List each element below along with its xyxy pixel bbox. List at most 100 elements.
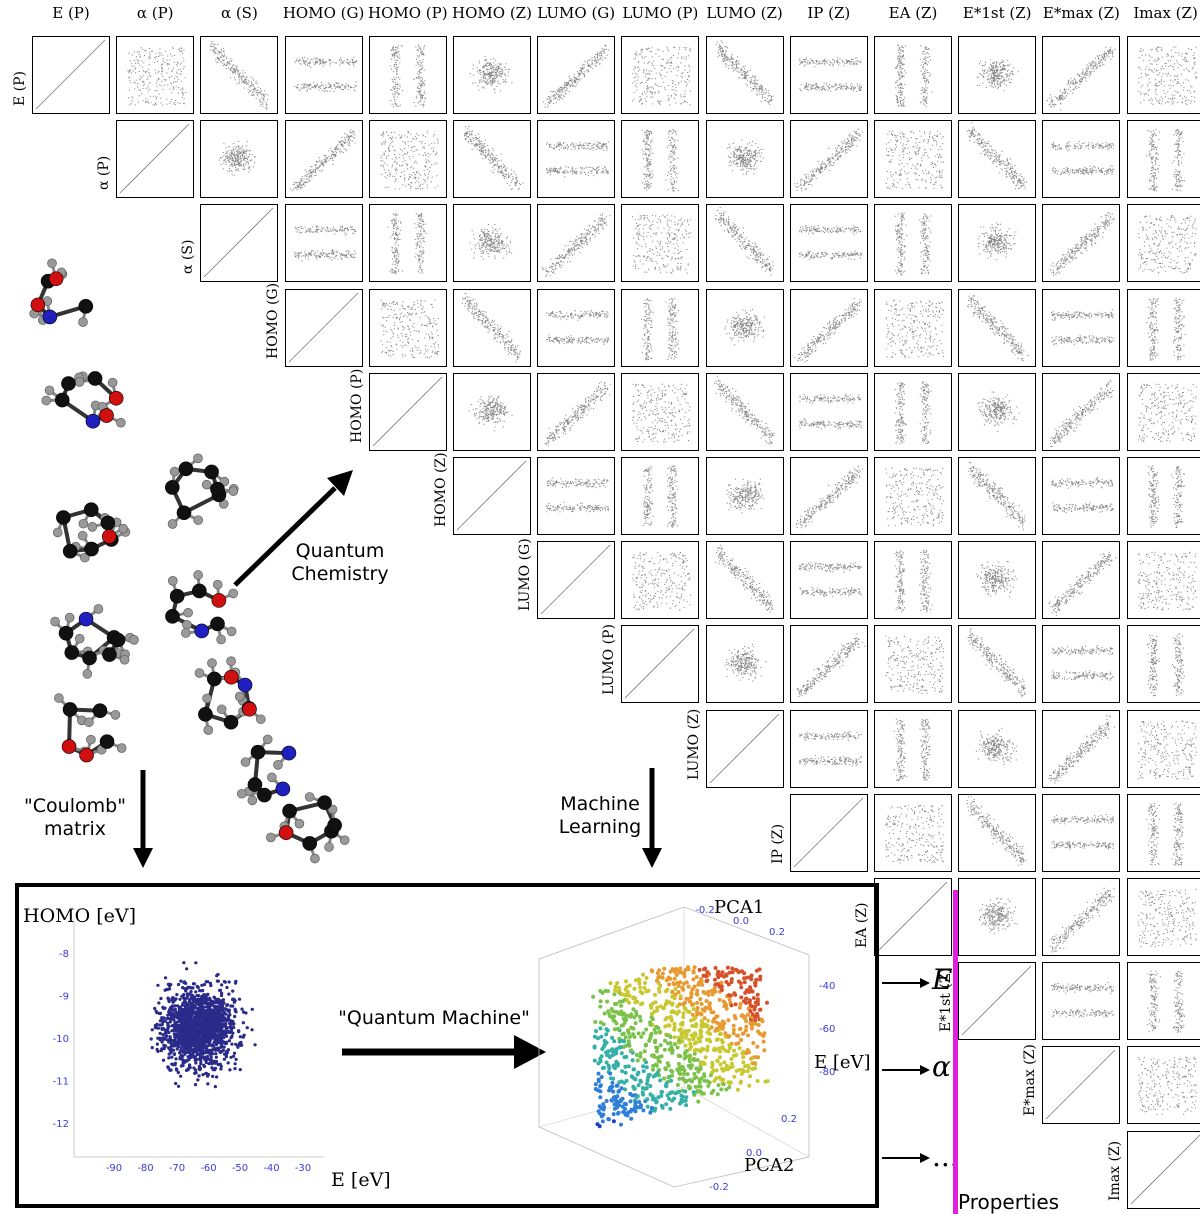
- pca-point: [737, 1027, 742, 1032]
- pca-point: [643, 1086, 648, 1091]
- pca-point: [734, 1068, 739, 1073]
- pca-point: [624, 1043, 628, 1048]
- pca-point: [747, 1083, 752, 1088]
- matrix-cell: [1126, 1046, 1200, 1125]
- pca-point: [645, 1081, 649, 1086]
- pca-point: [705, 1047, 710, 1052]
- matrix-cell: [874, 120, 952, 199]
- pca-point: [703, 966, 708, 971]
- x-tick-label: -30: [295, 1163, 311, 1174]
- molecule: [54, 693, 127, 763]
- pca-point: [705, 978, 710, 983]
- pca-point: [627, 983, 632, 988]
- pca-point: [626, 1110, 631, 1115]
- pca-point: [753, 1018, 758, 1023]
- pca-point: [757, 967, 762, 972]
- pca-point: [638, 1054, 643, 1059]
- pca-point: [688, 1078, 692, 1082]
- pca2-axis-label: PCA2: [744, 1155, 795, 1176]
- pca-point: [645, 1097, 650, 1102]
- column-header: LUMO (P): [622, 4, 699, 22]
- matrix-cell: [958, 120, 1037, 199]
- matrix-cell: [789, 625, 868, 704]
- pca-point: [611, 1119, 616, 1124]
- pca-point: [708, 1073, 713, 1078]
- pca-point: [644, 1027, 649, 1032]
- matrix-cell: [1126, 1130, 1200, 1209]
- matrix-cell: [789, 709, 868, 788]
- pca-point: [711, 1068, 716, 1073]
- pca-point: [713, 1047, 718, 1052]
- pca-point: [697, 1039, 702, 1044]
- pca-point: [753, 1021, 758, 1026]
- pca-point: [633, 1021, 638, 1026]
- pca-point: [597, 1104, 602, 1109]
- pca-point: [712, 986, 717, 991]
- pca-point: [614, 1051, 619, 1056]
- machine-learning-label: Machine Learning: [558, 793, 642, 838]
- pca-point: [598, 1004, 603, 1009]
- pca-point: [710, 1060, 715, 1065]
- pca-point: [628, 1099, 633, 1104]
- pca-point: [641, 1069, 646, 1074]
- matrix-cell: [958, 709, 1037, 788]
- pca-point: [615, 1083, 620, 1088]
- pca2-tick: 0.0: [746, 1148, 762, 1159]
- pca-point: [637, 1100, 642, 1104]
- quantum-chemistry-label: Quantum Chemistry: [291, 540, 389, 585]
- pca-point: [736, 1041, 741, 1046]
- pca-point: [596, 1077, 601, 1082]
- pca-point: [655, 971, 660, 976]
- pca-point: [622, 1039, 626, 1044]
- pca-point: [669, 1078, 674, 1083]
- pca-point: [638, 989, 643, 994]
- pca-point: [598, 999, 603, 1004]
- pca-point: [677, 1076, 682, 1081]
- pca-point: [720, 1066, 724, 1071]
- pca-point: [737, 1067, 742, 1072]
- matrix-cell: [1126, 457, 1200, 535]
- pca-point: [720, 1019, 725, 1024]
- pca-point: [729, 980, 734, 985]
- pca-point: [717, 1046, 721, 1051]
- column-header: α (S): [220, 4, 258, 22]
- pca-point: [753, 1014, 758, 1019]
- pca-point: [622, 992, 627, 997]
- matrix-cell: [705, 709, 784, 788]
- pca-point: [662, 966, 667, 971]
- pca-point: [708, 1032, 713, 1036]
- molecule: [237, 734, 297, 806]
- pca-point: [696, 1099, 701, 1104]
- pca-point: [666, 1023, 671, 1028]
- matrix-cell: [1126, 541, 1200, 620]
- matrix-cell: [453, 204, 531, 283]
- scatter-points: [149, 961, 257, 1089]
- row-label: E*max (Z): [1022, 1044, 1039, 1117]
- pca-point: [750, 1004, 755, 1009]
- matrix-cell: [453, 288, 531, 367]
- pca-point: [729, 1003, 734, 1008]
- pca-point: [739, 1037, 744, 1042]
- pca-point: [626, 1031, 631, 1036]
- scatter-matrix: E (P) α (P) α (S) HOMO (G) HOMO (P) HOMO (Z) L…: [12, 4, 1200, 1209]
- pca-point: [729, 977, 734, 982]
- matrix-cell: [621, 541, 700, 620]
- matrix-cell: [116, 120, 195, 199]
- pca-point: [704, 999, 709, 1003]
- pca-point: [636, 1031, 641, 1036]
- pca-point: [592, 1045, 597, 1050]
- matrix-cell: [705, 204, 784, 283]
- pca-point: [690, 987, 695, 992]
- pca-point: [682, 971, 687, 976]
- pca-point: [715, 1037, 720, 1042]
- pca-point: [630, 1058, 635, 1063]
- pca-point: [742, 1016, 747, 1021]
- pca-point: [740, 1051, 745, 1056]
- pca-point: [695, 1089, 700, 1094]
- pca-point: [690, 1012, 695, 1017]
- pca-point: [638, 985, 643, 990]
- pca-point: [604, 1032, 609, 1037]
- column-header: LUMO (Z): [706, 4, 783, 22]
- pca-point: [702, 1016, 707, 1021]
- pca-point: [650, 1105, 654, 1110]
